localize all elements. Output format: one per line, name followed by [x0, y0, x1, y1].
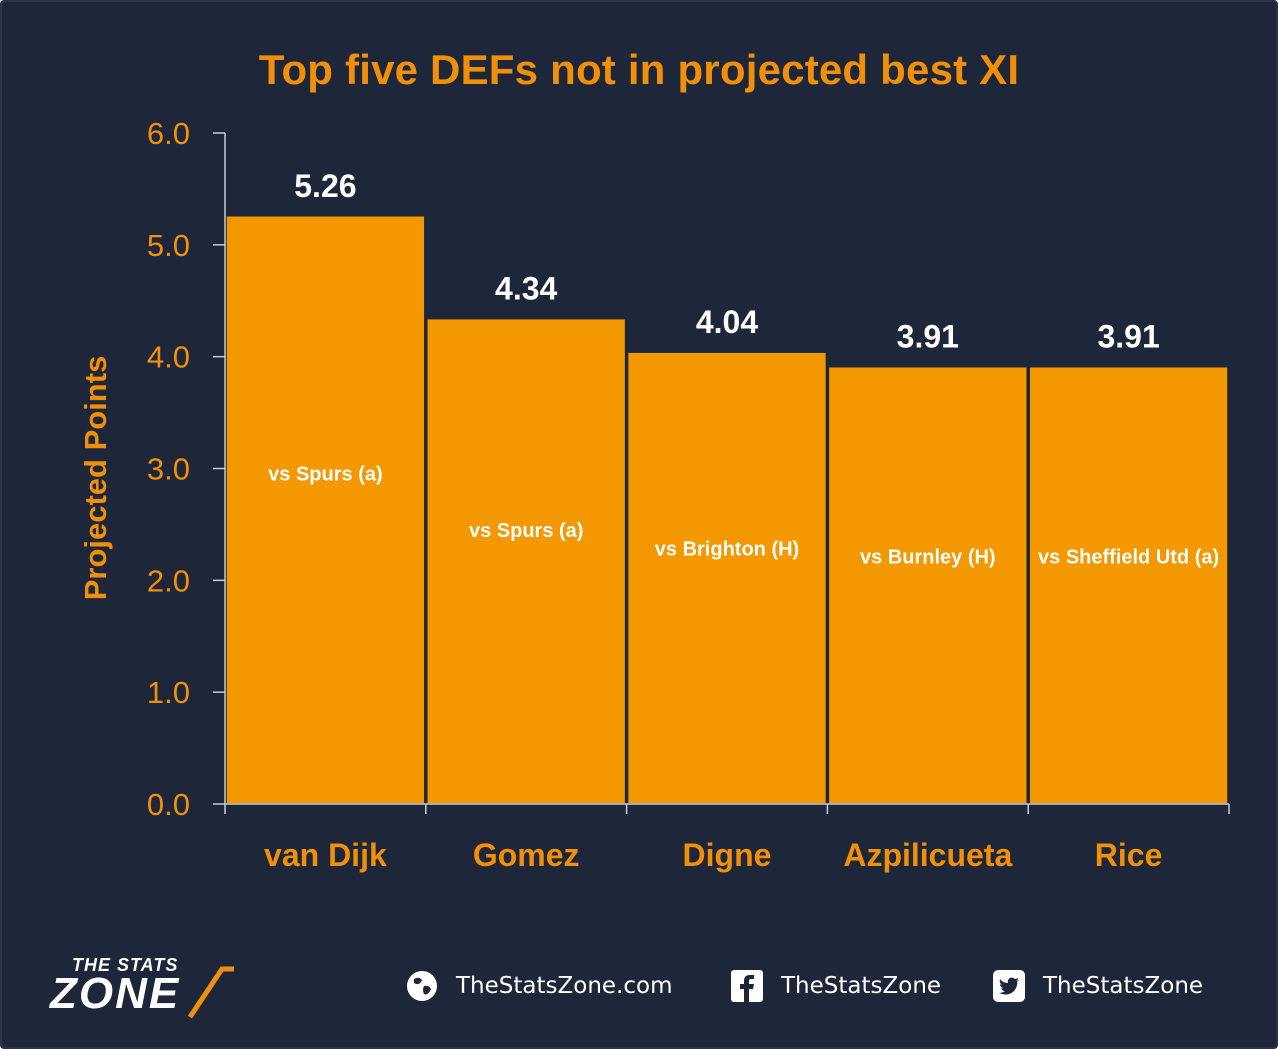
y-tick-label-3: 3.0 — [147, 452, 190, 487]
website-text: TheStatsZone.com — [456, 973, 673, 999]
x-tick-label-0: van Dijk — [264, 837, 387, 873]
twitter-text: TheStatsZone — [1043, 973, 1204, 999]
y-tick-label-4: 4.0 — [147, 340, 190, 375]
value-label-2: 4.04 — [696, 304, 758, 340]
chart-title: Top five DEFs not in projected best XI — [258, 46, 1020, 93]
x-tick-label-2: Digne — [683, 837, 772, 873]
bar-3 — [827, 365, 1028, 805]
facebook-link[interactable]: TheStatsZone — [731, 968, 941, 1004]
value-label-3: 3.91 — [897, 319, 959, 355]
logo-swoosh-icon — [187, 966, 234, 1019]
value-label-4: 3.91 — [1097, 319, 1159, 355]
logo-main-text: ZONE — [50, 969, 181, 1018]
logo-top-text: THE STATS — [72, 955, 179, 975]
twitter-icon — [993, 970, 1025, 1002]
y-tick-label-1: 1.0 — [147, 675, 190, 710]
bar-1 — [426, 317, 627, 805]
fixture-label-0: vs Spurs (a) — [268, 463, 382, 485]
stats-zone-logo: THE STATS ZONE — [50, 955, 270, 1025]
y-axis-label: Projected Points — [78, 356, 113, 601]
axes-layer: van Dijk Gomez Digne Azpilicueta Rice 0.0 1.0 2… — [147, 116, 1230, 873]
bar-0 — [225, 215, 426, 805]
fixture-label-1: vs Spurs (a) — [469, 520, 583, 542]
bar-4 — [1028, 365, 1229, 805]
value-label-0: 5.26 — [294, 168, 356, 204]
x-tick-label-3: Azpilicueta — [843, 837, 1012, 873]
x-tick-label-4: Rice — [1095, 837, 1163, 873]
fixture-label-4: vs Sheffield Utd (a) — [1038, 547, 1219, 569]
bar-2 — [626, 351, 828, 805]
website-link[interactable]: TheStatsZone.com — [406, 968, 672, 1004]
facebook-text: TheStatsZone — [781, 973, 942, 999]
y-tick-label-0: 0.0 — [147, 787, 190, 822]
fixture-label-2: vs Brighton (H) — [655, 539, 799, 561]
twitter-link[interactable]: TheStatsZone — [993, 968, 1203, 1004]
bars-layer: 5.26 vs Spurs (a) 4.34 vs Spurs (a) 4.04 vs B… — [225, 168, 1229, 805]
y-tick-label-2: 2.0 — [147, 563, 190, 598]
globe-icon — [406, 970, 438, 1002]
y-tick-label-6: 6.0 — [147, 116, 190, 151]
y-tick-label-5: 5.0 — [147, 228, 190, 263]
bar-chart: 5.26 vs Spurs (a) 4.34 vs Spurs (a) 4.04 vs B… — [78, 116, 1230, 873]
x-tick-label-1: Gomez — [473, 837, 580, 873]
fixture-label-3: vs Burnley (H) — [860, 547, 996, 569]
value-label-1: 4.34 — [495, 271, 557, 307]
facebook-icon — [731, 970, 763, 1002]
